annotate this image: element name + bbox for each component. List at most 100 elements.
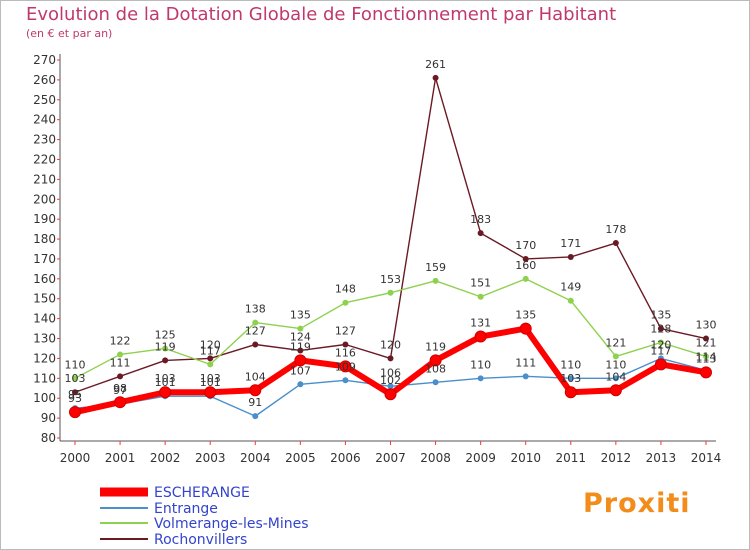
data-label: 153	[380, 273, 401, 286]
data-label: 119	[425, 340, 446, 353]
chart-subtitle: (en € et par an)	[26, 27, 113, 40]
data-label: 103	[65, 372, 86, 385]
data-point	[432, 277, 439, 284]
series-escherange	[69, 322, 712, 419]
data-point	[657, 339, 664, 346]
data-label: 103	[155, 372, 176, 385]
legend-label: ESCHERANGE	[154, 485, 250, 501]
legend-item: ESCHERANGE	[100, 485, 250, 501]
data-point	[204, 386, 217, 399]
data-label: 120	[380, 338, 401, 351]
x-tick-label: 2009	[465, 451, 496, 465]
data-label: 103	[200, 372, 221, 385]
y-tick-label: 220	[33, 152, 56, 166]
data-label: 108	[425, 362, 446, 375]
data-label: 117	[200, 344, 221, 357]
data-label: 111	[515, 356, 536, 369]
x-tick-label: 2000	[60, 451, 91, 465]
data-point	[207, 355, 214, 362]
data-point	[342, 299, 349, 306]
data-point	[519, 322, 532, 335]
y-tick-label: 190	[33, 212, 56, 226]
data-label: 119	[155, 340, 176, 353]
data-point	[114, 396, 127, 409]
data-label: 148	[335, 283, 356, 296]
y-tick-label: 150	[33, 292, 56, 306]
data-point	[474, 330, 487, 343]
data-point	[72, 389, 78, 396]
y-tick-label: 160	[33, 272, 56, 286]
data-point	[249, 384, 262, 397]
data-point	[72, 375, 78, 382]
x-tick-label: 2010	[510, 451, 541, 465]
data-point	[703, 353, 709, 360]
data-label: 120	[650, 338, 671, 351]
data-label: 135	[650, 309, 671, 322]
legend-label: Entrange	[154, 501, 218, 517]
data-point	[252, 319, 259, 326]
y-tick-label: 130	[33, 332, 56, 346]
data-label: 127	[245, 324, 266, 337]
legend-item: Volmerange-les-Mines	[100, 516, 309, 532]
y-tick-label: 100	[33, 391, 56, 405]
data-label: 111	[110, 356, 131, 369]
data-point	[297, 347, 304, 354]
data-label: 110	[470, 358, 491, 371]
x-tick-label: 2005	[285, 451, 316, 465]
data-label: 93	[68, 392, 82, 405]
data-label: 121	[605, 336, 626, 349]
x-tick-label: 2014	[691, 451, 722, 465]
data-label: 114	[696, 350, 717, 363]
data-point	[567, 375, 574, 382]
data-point	[522, 373, 529, 380]
y-tick-label: 180	[33, 232, 56, 246]
data-label: 95	[68, 388, 82, 401]
brand-text: Proxiti	[583, 488, 691, 519]
data-label: 91	[248, 396, 262, 409]
data-label: 98	[113, 382, 127, 395]
data-point	[339, 360, 352, 373]
data-point	[477, 293, 484, 300]
data-label: 119	[290, 340, 311, 353]
data-point	[387, 383, 394, 390]
data-point	[612, 240, 619, 247]
data-label: 104	[605, 370, 626, 383]
data-point	[703, 335, 709, 342]
data-label: 120	[200, 338, 221, 351]
data-label: 160	[515, 259, 536, 272]
x-tick-label: 2002	[150, 451, 181, 465]
data-point	[297, 325, 304, 332]
data-label: 110	[65, 358, 86, 371]
data-point	[609, 384, 622, 397]
data-label: 170	[515, 239, 536, 252]
data-point	[564, 386, 577, 399]
data-point	[567, 253, 574, 260]
data-label: 131	[470, 317, 491, 330]
data-labels-layer: 103 111 119 120 127 124 127 120 261 183 170 171 178 1…	[65, 58, 717, 409]
data-label: 125	[155, 328, 176, 341]
data-label: 261	[425, 58, 446, 71]
data-point	[294, 354, 307, 367]
x-tick-label: 2013	[646, 451, 677, 465]
y-tick-label: 260	[33, 73, 56, 87]
x-tick-label: 2007	[375, 451, 406, 465]
legend-item: Rochonvillers	[100, 532, 247, 548]
data-label: 102	[380, 374, 401, 387]
data-label: 151	[470, 277, 491, 290]
data-label: 130	[696, 319, 717, 332]
data-point	[342, 377, 349, 384]
y-tick-label: 120	[33, 351, 56, 365]
data-point	[342, 341, 349, 348]
x-tick-label: 2011	[556, 451, 587, 465]
legend-label: Rochonvillers	[154, 532, 247, 548]
data-point	[252, 341, 259, 348]
data-label: 135	[515, 309, 536, 322]
x-tick-label: 2012	[601, 451, 632, 465]
data-point	[162, 345, 169, 352]
y-tick-label: 210	[33, 172, 56, 186]
data-label: 122	[110, 334, 131, 347]
data-label: 128	[650, 323, 671, 336]
x-tick-label: 2008	[420, 451, 451, 465]
y-tick-label: 270	[33, 53, 56, 67]
data-point	[522, 275, 529, 282]
